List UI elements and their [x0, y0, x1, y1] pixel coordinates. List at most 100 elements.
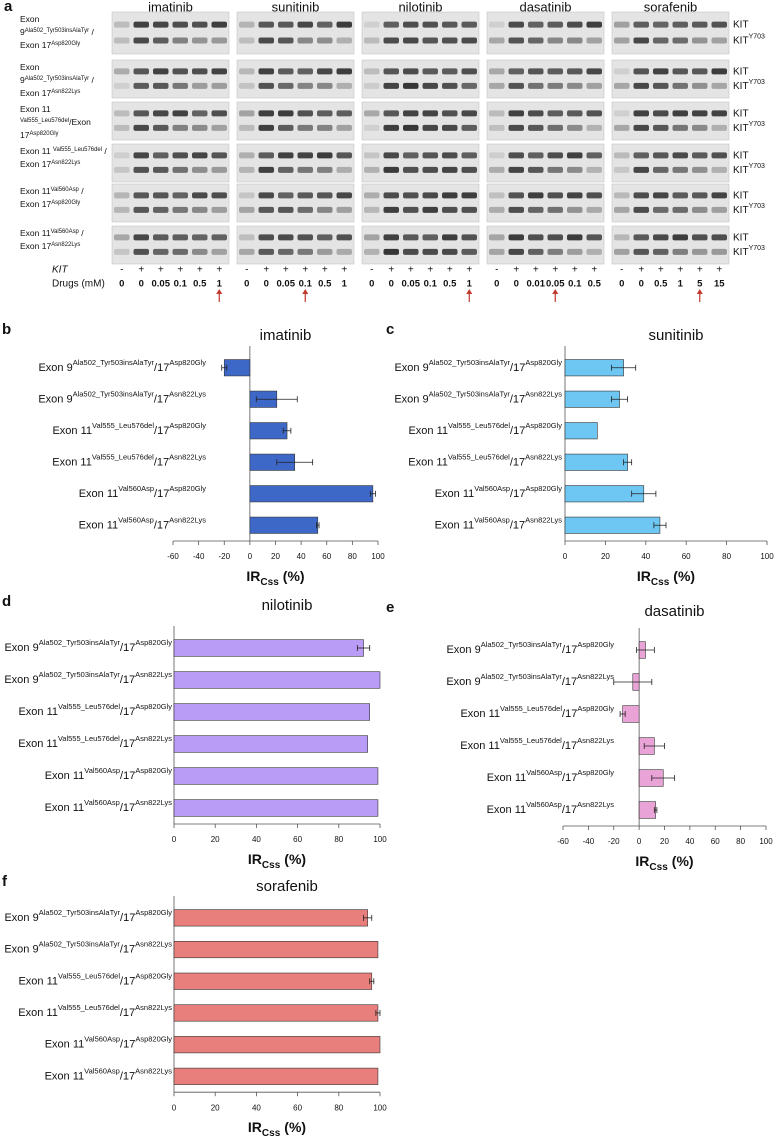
bar [223, 359, 251, 377]
band-label: KIT [733, 232, 749, 243]
blot-band [336, 37, 352, 44]
kit-sign: + [302, 265, 308, 276]
text-segment: Exon 11 [45, 1039, 85, 1051]
x-tick-label: 0 [172, 1103, 177, 1112]
blot-band [672, 152, 688, 159]
superscript: Y703 [749, 34, 765, 41]
blot-band [364, 37, 380, 44]
blot-band [278, 234, 294, 241]
blot-band [336, 110, 352, 117]
blot-band [403, 152, 419, 159]
blot-band [547, 152, 563, 159]
blot-band [172, 124, 188, 131]
text-segment: Exon 11 [18, 738, 58, 750]
blot-band [586, 82, 602, 89]
blot-band [692, 206, 708, 213]
blot-panel [111, 143, 230, 183]
blot-band [172, 110, 188, 117]
blot-band [364, 68, 380, 75]
category-label: Exon 11Val555_Leu576del/17Asn822Lys [18, 734, 172, 749]
blot-panel [486, 101, 605, 141]
kit-sign: + [158, 265, 164, 276]
blot-band [383, 37, 399, 44]
blot-panel [611, 183, 730, 223]
blot-band [586, 124, 602, 131]
blot-band [297, 68, 313, 75]
blot-band [633, 206, 649, 213]
bar [173, 941, 379, 959]
dose-label: 0.05 [402, 279, 421, 290]
superscript: Asn822Lys [135, 1067, 172, 1076]
text-segment: /17 [120, 706, 135, 718]
superscript: Ala502_Tyr503insAlaTyr [39, 638, 121, 647]
blot-band [114, 166, 130, 173]
superscript: Val555_Leu576del [500, 704, 562, 713]
row-label: Exon [20, 62, 40, 72]
row-label: Val555_Leu576del/Exon [20, 117, 91, 127]
dose-label: 0.05 [152, 279, 171, 290]
text-segment: /17 [120, 642, 135, 654]
blot-panel [611, 225, 730, 265]
dose-label: 0 [619, 279, 624, 290]
blot-band [461, 68, 477, 75]
blot-panel [111, 59, 230, 99]
bar [249, 422, 288, 440]
text-segment: KIT [733, 232, 749, 243]
superscript: Val560Asp [84, 1067, 120, 1076]
superscript: Ala502_Tyr503insAlaTyr [481, 640, 563, 649]
blot-band [239, 234, 255, 241]
blot-band [633, 234, 649, 241]
superscript: Asp820Gly [577, 768, 614, 777]
blot-band [258, 68, 274, 75]
blot-band [297, 192, 313, 199]
blot-band [672, 166, 688, 173]
text-segment: Exon 11 [18, 975, 58, 987]
bar [249, 516, 319, 534]
blot-band [692, 166, 708, 173]
text-segment: Exon 11 [435, 488, 475, 500]
blot-band [489, 37, 505, 44]
blot-band [317, 82, 333, 89]
text-segment: / [102, 146, 107, 156]
blot-band [672, 68, 688, 75]
superscript: Asn822Lys [169, 453, 206, 462]
x-tick-label: -40 [193, 552, 205, 561]
kit-sign: + [533, 265, 539, 276]
blot-band [403, 206, 419, 213]
blot-band [567, 21, 583, 28]
blot-panel [361, 11, 480, 55]
blot-band [586, 192, 602, 199]
superscript: Ala502_Tyr503insAlaTyr [25, 28, 89, 34]
superscript: Val560Asp [51, 187, 80, 193]
category-label: Exon 11Val560Asp/17Asp820Gly [45, 1035, 173, 1050]
text-segment: Exon 11 [18, 1007, 58, 1019]
x-tick-label: 40 [685, 837, 694, 846]
superscript: Val560Asp [84, 1035, 120, 1044]
row-label: Exon 17Asn822Lys [20, 88, 80, 98]
band-label: KIT [733, 150, 749, 161]
blot-band [442, 37, 458, 44]
blot-band [422, 234, 438, 241]
x-label-sub: Css [262, 860, 281, 871]
band-label: KIT [733, 66, 749, 77]
blot-band [547, 110, 563, 117]
blot-band [336, 206, 352, 213]
dose-label: 0.05 [277, 279, 296, 290]
blot-band [258, 82, 274, 89]
blot-band [711, 206, 727, 213]
text-segment: Exon 11 [79, 488, 119, 500]
blot-panel [236, 143, 355, 183]
text-segment: /17 [120, 770, 135, 782]
superscript: Val555_Leu576del [58, 972, 120, 981]
blot-band [567, 192, 583, 199]
kit-sign: + [447, 265, 453, 276]
dose-label: 0 [369, 279, 374, 290]
x-tick-label: 40 [252, 1103, 261, 1112]
blot-band [489, 82, 505, 89]
blot-panel [361, 101, 480, 141]
blot-panel [611, 59, 730, 99]
panel-letter: f [2, 873, 8, 890]
text-segment: KIT [733, 35, 749, 46]
blot-panel [361, 183, 480, 223]
blot-band [172, 248, 188, 255]
